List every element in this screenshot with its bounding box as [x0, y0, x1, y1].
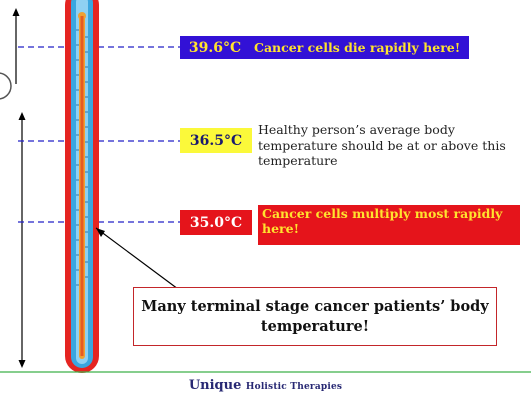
footer-logo: Unique Holistic Therapies	[0, 378, 531, 393]
range-arrow-top	[12, 8, 20, 84]
callout-pointer	[95, 227, 183, 293]
level-description-36-5: Healthy person’s average body temperatur…	[258, 122, 506, 169]
callout-box: Many terminal stage cancer patients’ bod…	[133, 287, 497, 346]
thermometer	[65, 0, 99, 373]
range-arrow-bottom	[18, 112, 26, 368]
level-description-39-6: Cancer cells die rapidly here!	[250, 36, 469, 59]
temp-label-39-6: 39.6°C	[180, 36, 250, 59]
temp-label-36-5: 36.5°C	[180, 128, 252, 153]
nav-circle-partial	[0, 72, 12, 100]
footer-brand: Unique	[188, 378, 242, 393]
temp-label-35-0: 35.0°C	[180, 210, 252, 235]
footer-brand-suffix: Holistic Therapies	[245, 382, 343, 392]
level-description-35-0: Cancer cells multiply most rapidly here!	[258, 205, 520, 245]
callout-pointer-head	[96, 228, 105, 237]
